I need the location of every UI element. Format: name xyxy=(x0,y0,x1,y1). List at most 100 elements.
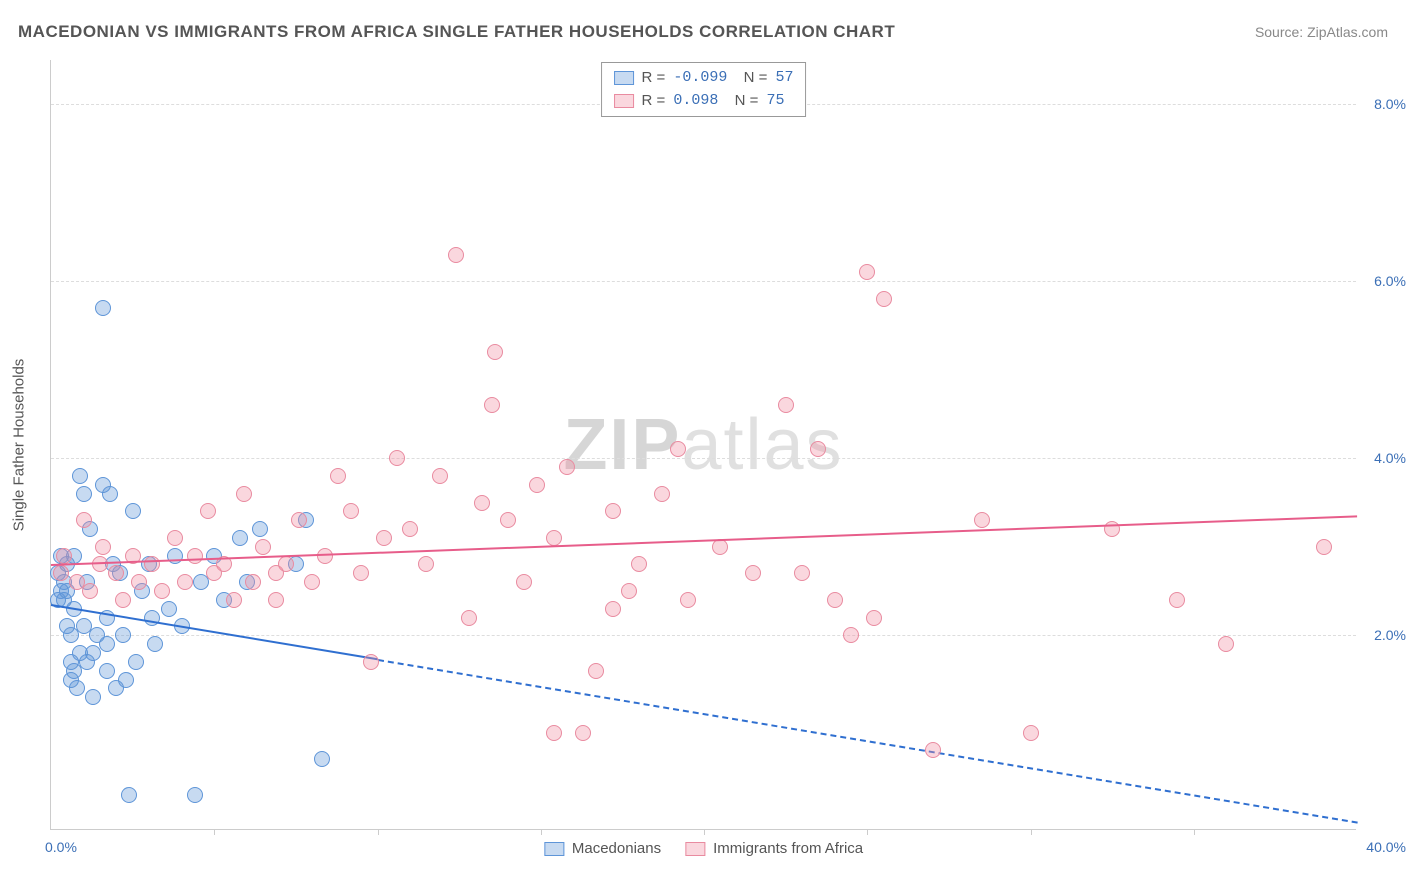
data-point xyxy=(200,503,216,519)
data-point xyxy=(85,689,101,705)
data-point xyxy=(95,539,111,555)
data-point xyxy=(654,486,670,502)
data-point xyxy=(974,512,990,528)
data-point xyxy=(402,521,418,537)
data-point xyxy=(605,601,621,617)
data-point xyxy=(187,787,203,803)
data-point xyxy=(226,592,242,608)
data-point xyxy=(108,565,124,581)
data-point xyxy=(588,663,604,679)
r-label: R = xyxy=(642,67,666,90)
data-point xyxy=(1316,539,1332,555)
stats-legend-row: R = -0.099 N = 57 xyxy=(614,67,794,90)
data-point xyxy=(131,574,147,590)
data-point xyxy=(291,512,307,528)
x-tick xyxy=(214,829,215,835)
data-point xyxy=(680,592,696,608)
series-name: Macedonians xyxy=(572,840,661,857)
data-point xyxy=(559,459,575,475)
data-point xyxy=(69,680,85,696)
data-point xyxy=(56,548,72,564)
data-point xyxy=(487,344,503,360)
gridline xyxy=(51,458,1356,459)
trend-line xyxy=(377,659,1357,824)
data-point xyxy=(125,503,141,519)
scatter-plot: ZIPatlas Single Father Households 0.0% 4… xyxy=(50,60,1356,830)
data-point xyxy=(363,654,379,670)
data-point xyxy=(859,264,875,280)
n-label: N = xyxy=(735,67,767,90)
data-point xyxy=(1023,725,1039,741)
data-point xyxy=(605,503,621,519)
data-point xyxy=(232,530,248,546)
data-point xyxy=(144,556,160,572)
legend-swatch xyxy=(685,842,705,856)
data-point xyxy=(876,291,892,307)
data-point xyxy=(448,247,464,263)
data-point xyxy=(82,583,98,599)
data-point xyxy=(76,512,92,528)
data-point xyxy=(843,627,859,643)
data-point xyxy=(115,592,131,608)
n-value: 75 xyxy=(766,90,784,113)
data-point xyxy=(474,495,490,511)
series-name: Immigrants from Africa xyxy=(713,840,863,857)
x-tick xyxy=(867,829,868,835)
data-point xyxy=(670,441,686,457)
data-point xyxy=(529,477,545,493)
data-point xyxy=(500,512,516,528)
x-tick xyxy=(541,829,542,835)
stats-legend: R =-0.099 N =57R = 0.098 N =75 xyxy=(601,62,807,117)
data-point xyxy=(484,397,500,413)
y-tick-label: 4.0% xyxy=(1362,450,1406,466)
data-point xyxy=(177,574,193,590)
n-label: N = xyxy=(726,90,758,113)
data-point xyxy=(147,636,163,652)
data-point xyxy=(1218,636,1234,652)
data-point xyxy=(102,486,118,502)
data-point xyxy=(389,450,405,466)
r-label: R = xyxy=(642,90,666,113)
r-value: -0.099 xyxy=(673,67,727,90)
y-tick-label: 8.0% xyxy=(1362,96,1406,112)
data-point xyxy=(925,742,941,758)
x-tick xyxy=(378,829,379,835)
data-point xyxy=(810,441,826,457)
data-point xyxy=(621,583,637,599)
data-point xyxy=(278,556,294,572)
legend-swatch xyxy=(544,842,564,856)
data-point xyxy=(72,468,88,484)
data-point xyxy=(575,725,591,741)
legend-swatch xyxy=(614,71,634,85)
data-point xyxy=(268,592,284,608)
stats-legend-row: R = 0.098 N = 75 xyxy=(614,90,794,113)
data-point xyxy=(546,530,562,546)
y-tick-label: 6.0% xyxy=(1362,273,1406,289)
x-tick xyxy=(704,829,705,835)
data-point xyxy=(304,574,320,590)
data-point xyxy=(99,636,115,652)
series-legend-item: Immigrants from Africa xyxy=(685,840,863,857)
data-point xyxy=(778,397,794,413)
data-point xyxy=(255,539,271,555)
data-point xyxy=(418,556,434,572)
data-point xyxy=(353,565,369,581)
header: MACEDONIAN VS IMMIGRANTS FROM AFRICA SIN… xyxy=(18,22,1388,42)
data-point xyxy=(745,565,761,581)
y-tick-label: 2.0% xyxy=(1362,627,1406,643)
series-legend: Macedonians Immigrants from Africa xyxy=(544,840,863,857)
data-point xyxy=(121,787,137,803)
r-value: 0.098 xyxy=(673,90,718,113)
gridline xyxy=(51,281,1356,282)
data-point xyxy=(343,503,359,519)
data-point xyxy=(794,565,810,581)
x-axis-label-max: 40.0% xyxy=(1366,839,1406,855)
data-point xyxy=(167,530,183,546)
data-point xyxy=(187,548,203,564)
data-point xyxy=(154,583,170,599)
data-point xyxy=(92,556,108,572)
data-point xyxy=(252,521,268,537)
data-point xyxy=(53,565,69,581)
data-point xyxy=(376,530,392,546)
n-value: 57 xyxy=(775,67,793,90)
